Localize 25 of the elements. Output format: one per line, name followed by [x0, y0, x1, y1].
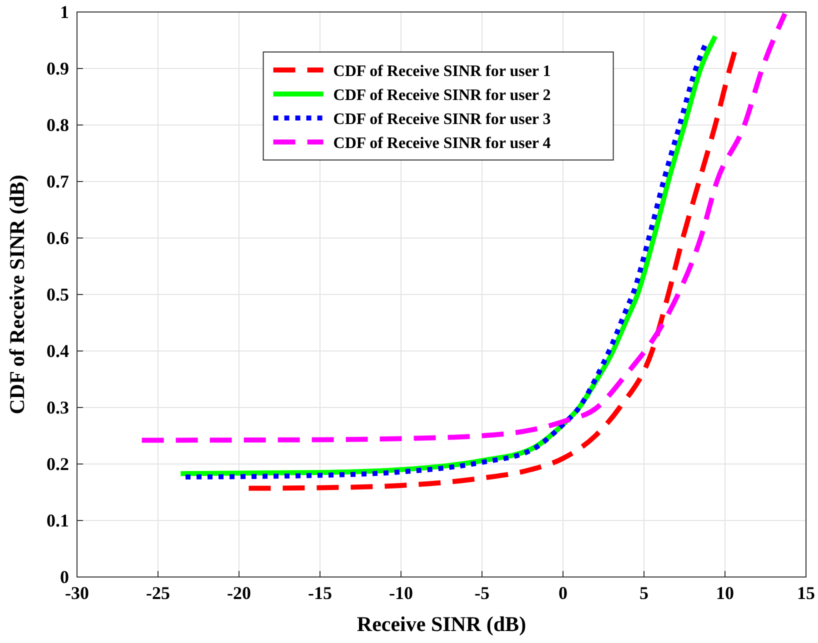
- y-axis-title: CDF of Receive SINR (dB): [5, 174, 29, 414]
- y-tick-label: 0.9: [46, 58, 69, 78]
- y-tick-label: 0.5: [46, 284, 69, 304]
- legend-label: CDF of Receive SINR for user 1: [333, 63, 551, 80]
- y-tick-label: 0.2: [46, 454, 69, 474]
- x-tick-label: 0: [558, 583, 568, 603]
- y-tick-label: 0.6: [46, 228, 69, 248]
- x-tick-label: -15: [308, 583, 332, 603]
- x-tick-label: 10: [716, 583, 734, 603]
- x-tick-label: -20: [227, 583, 251, 603]
- y-tick-label: 0.8: [46, 115, 69, 135]
- legend-label: CDF of Receive SINR for user 3: [333, 111, 551, 128]
- x-tick-label: -5: [474, 583, 490, 603]
- legend-label: CDF of Receive SINR for user 2: [333, 87, 551, 104]
- y-tick-label: 0.1: [46, 510, 69, 530]
- y-tick-label: 0.3: [46, 398, 69, 418]
- y-tick-label: 0.4: [46, 341, 69, 361]
- y-tick-label: 1: [60, 2, 69, 22]
- x-tick-label: -10: [389, 583, 413, 603]
- legend-label: CDF of Receive SINR for user 4: [333, 135, 551, 152]
- x-tick-label: 5: [640, 583, 648, 603]
- x-tick-label: -25: [146, 583, 170, 603]
- y-tick-label: 0.7: [46, 172, 69, 192]
- x-axis-title: Receive SINR (dB): [356, 612, 526, 636]
- x-tick-label: 15: [797, 583, 815, 603]
